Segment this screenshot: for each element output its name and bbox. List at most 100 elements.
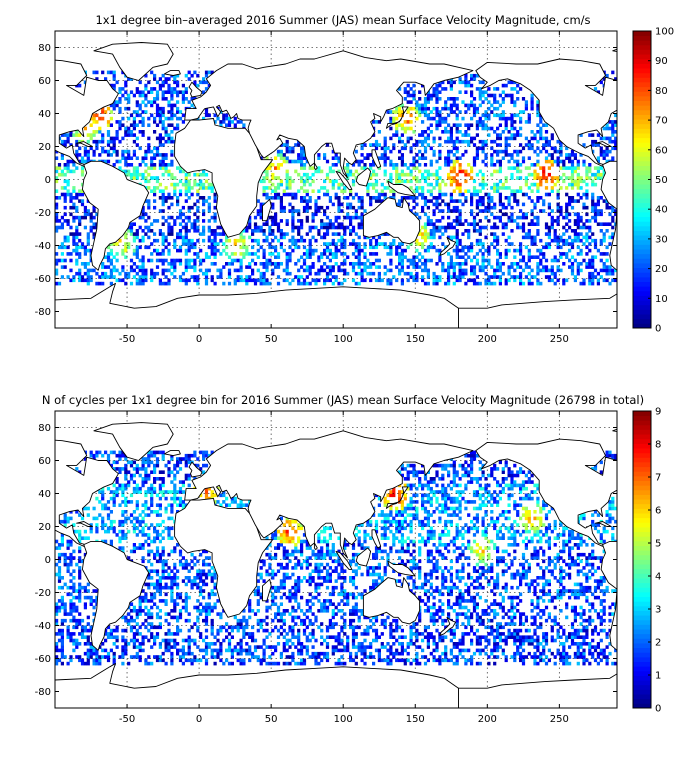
bin-cell [334, 192, 338, 197]
bin-cell [579, 219, 583, 223]
bin-cell [343, 661, 347, 666]
land-north-america [55, 59, 119, 167]
bin-cell [550, 176, 554, 180]
bin-cell [109, 271, 113, 276]
bin-cell [481, 93, 485, 98]
bin-cell [337, 638, 341, 643]
bin-cell [248, 215, 252, 220]
bin-cell [196, 252, 200, 256]
bin-cell [199, 196, 203, 200]
bin-cell [202, 258, 206, 263]
bin-cell [432, 209, 436, 213]
bin-cell [444, 651, 448, 656]
bin-cell [527, 235, 531, 240]
bin-cell [300, 661, 304, 666]
bin-cell [409, 635, 413, 639]
bin-cell [490, 93, 494, 98]
bin-cell [369, 199, 373, 203]
bin-cell [325, 645, 330, 649]
bin-cell [423, 163, 428, 167]
bin-cell [132, 238, 136, 243]
bin-cell [472, 219, 477, 223]
bin-cell [481, 100, 485, 104]
bin-cell [89, 136, 93, 141]
bin-cell [106, 658, 111, 663]
bin-cell [527, 271, 531, 276]
bin-cell [481, 186, 485, 190]
bin-cell [219, 271, 223, 276]
bin-cell [282, 153, 286, 157]
bin-cell [550, 222, 554, 226]
bin-cell [493, 268, 497, 273]
bin-cell [190, 225, 194, 230]
bin-cell [349, 229, 353, 233]
bin-cell [300, 196, 304, 200]
bin-cell [176, 100, 180, 104]
bin-cell [251, 245, 255, 250]
bin-cell [464, 196, 468, 200]
bin-cell [550, 635, 554, 639]
bin-cell [389, 172, 393, 177]
bin-cell [487, 655, 491, 659]
bin-cell [115, 149, 119, 154]
bin-cell [181, 93, 185, 98]
bin-cell [75, 645, 79, 649]
bin-cell [210, 70, 214, 75]
bin-cell [421, 186, 425, 190]
colorbar-tick-label: 20 [655, 264, 668, 275]
bin-cell [253, 222, 258, 226]
bin-cell [596, 172, 600, 177]
bin-cell [147, 179, 151, 184]
bin-cell [470, 661, 474, 666]
bin-cell [530, 136, 534, 141]
bin-cell [101, 642, 105, 646]
bin-cell [591, 275, 595, 279]
bin-cell [611, 268, 615, 273]
bin-cell [498, 262, 502, 266]
bin-cell [346, 271, 350, 276]
bin-cell [611, 232, 615, 236]
bin-cell [115, 80, 119, 85]
bin-cell [147, 638, 151, 643]
bin-cell [135, 87, 139, 91]
bin-cell [444, 120, 448, 124]
bin-cell [144, 635, 148, 639]
bin-cell [225, 235, 229, 240]
bin-cell [55, 169, 59, 174]
bin-cell [602, 136, 606, 141]
bin-cell [521, 202, 526, 207]
bin-cell [351, 642, 356, 646]
bin-cell [472, 163, 477, 167]
bin-cell [449, 235, 453, 240]
bin-cell [369, 238, 373, 243]
bin-cell [576, 235, 580, 240]
bin-cell [337, 169, 341, 174]
bin-cell [383, 192, 387, 197]
bin-cell [579, 133, 583, 137]
bin-cell [438, 83, 442, 88]
bin-cell [400, 146, 404, 151]
bin-cell [147, 123, 151, 127]
bin-cell [403, 248, 407, 253]
bin-cell [423, 229, 428, 233]
bin-cell [181, 661, 185, 666]
bin-cell [510, 113, 514, 118]
bin-cell [490, 232, 494, 236]
bin-cell [164, 258, 168, 263]
bin-cell [158, 136, 162, 141]
bin-cell [311, 225, 315, 230]
bin-cell [337, 248, 341, 253]
bin-cell [265, 258, 269, 263]
bin-cell [60, 139, 64, 144]
bin-cell [101, 159, 105, 164]
bin-cell [409, 642, 413, 646]
bin-cell [576, 222, 580, 226]
bin-cell [124, 90, 128, 94]
bin-cell [271, 189, 275, 193]
bin-cell [104, 271, 108, 276]
bin-cell [406, 278, 410, 283]
bin-cell [519, 278, 523, 283]
bin-cell [354, 232, 358, 236]
bin-cell [83, 625, 87, 630]
bin-cell [429, 229, 433, 233]
